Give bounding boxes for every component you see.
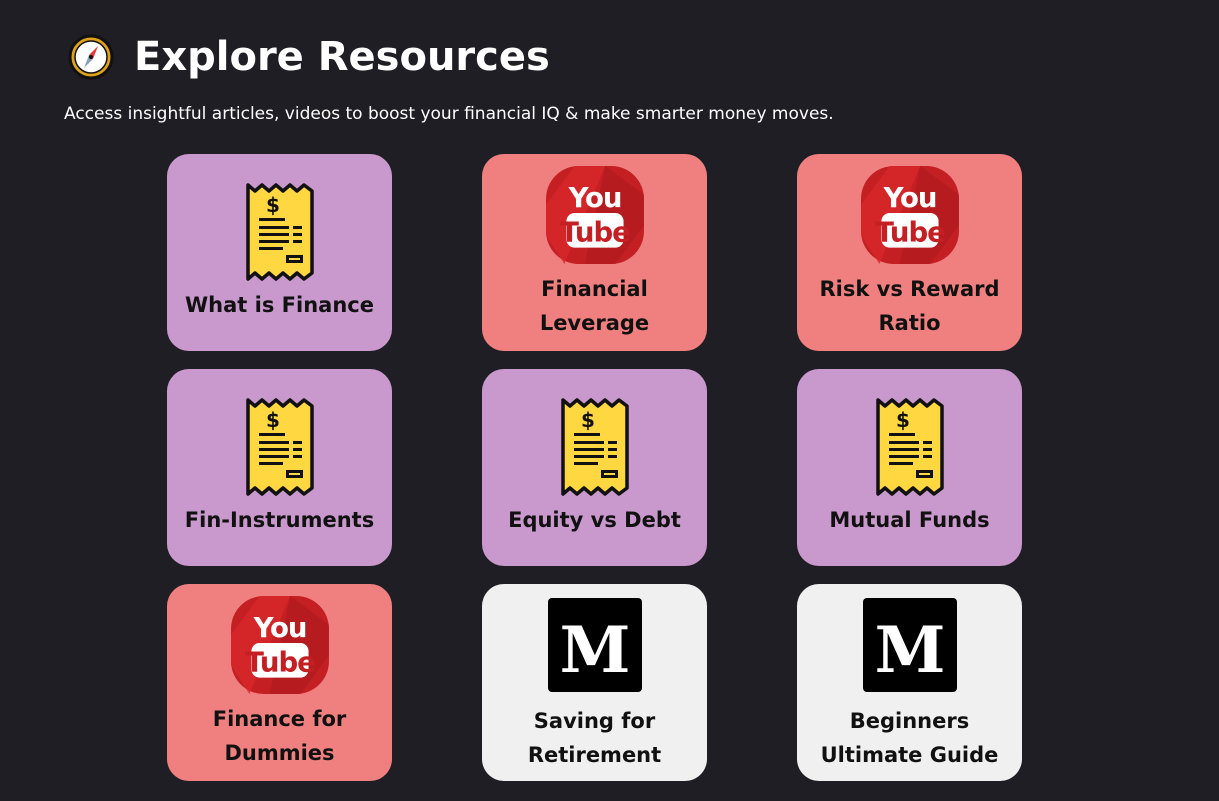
card-label: Financial Leverage <box>539 277 650 335</box>
receipt-icon <box>245 182 315 282</box>
resource-card-equity-vs-debt[interactable]: Equity vs Debt <box>482 369 707 566</box>
page-subtitle: Access insightful articles, videos to bo… <box>64 104 834 124</box>
resource-card-finance-for-dummies[interactable]: Finance for Dummies <box>167 584 392 781</box>
card-label: Fin-Instruments <box>184 508 375 532</box>
receipt-icon <box>560 397 630 497</box>
page-title: Explore Resources <box>134 34 550 80</box>
resource-card-beginners-guide[interactable]: Beginners Ultimate Guide <box>797 584 1022 781</box>
card-label: Beginners Ultimate Guide <box>820 709 999 767</box>
youtube-icon <box>859 164 961 266</box>
medium-icon <box>863 598 957 692</box>
card-label: What is Finance <box>185 293 374 317</box>
receipt-icon <box>245 397 315 497</box>
resource-card-fin-instruments[interactable]: Fin-Instruments <box>167 369 392 566</box>
page-header: Explore Resources <box>68 34 550 80</box>
resource-card-mutual-funds[interactable]: Mutual Funds <box>797 369 1022 566</box>
card-label: Saving for Retirement <box>527 709 662 767</box>
compass-icon <box>68 34 114 80</box>
resource-card-what-is-finance[interactable]: What is Finance <box>167 154 392 351</box>
youtube-icon <box>229 594 331 696</box>
card-label: Equity vs Debt <box>508 508 681 532</box>
resource-card-financial-leverage[interactable]: Financial Leverage <box>482 154 707 351</box>
card-label: Finance for Dummies <box>212 707 347 765</box>
youtube-icon <box>544 164 646 266</box>
resource-card-risk-vs-reward[interactable]: Risk vs Reward Ratio <box>797 154 1022 351</box>
card-label: Mutual Funds <box>829 508 990 532</box>
card-label: Risk vs Reward Ratio <box>819 277 1000 335</box>
receipt-icon <box>875 397 945 497</box>
resource-card-saving-for-retirement[interactable]: Saving for Retirement <box>482 584 707 781</box>
medium-icon <box>548 598 642 692</box>
